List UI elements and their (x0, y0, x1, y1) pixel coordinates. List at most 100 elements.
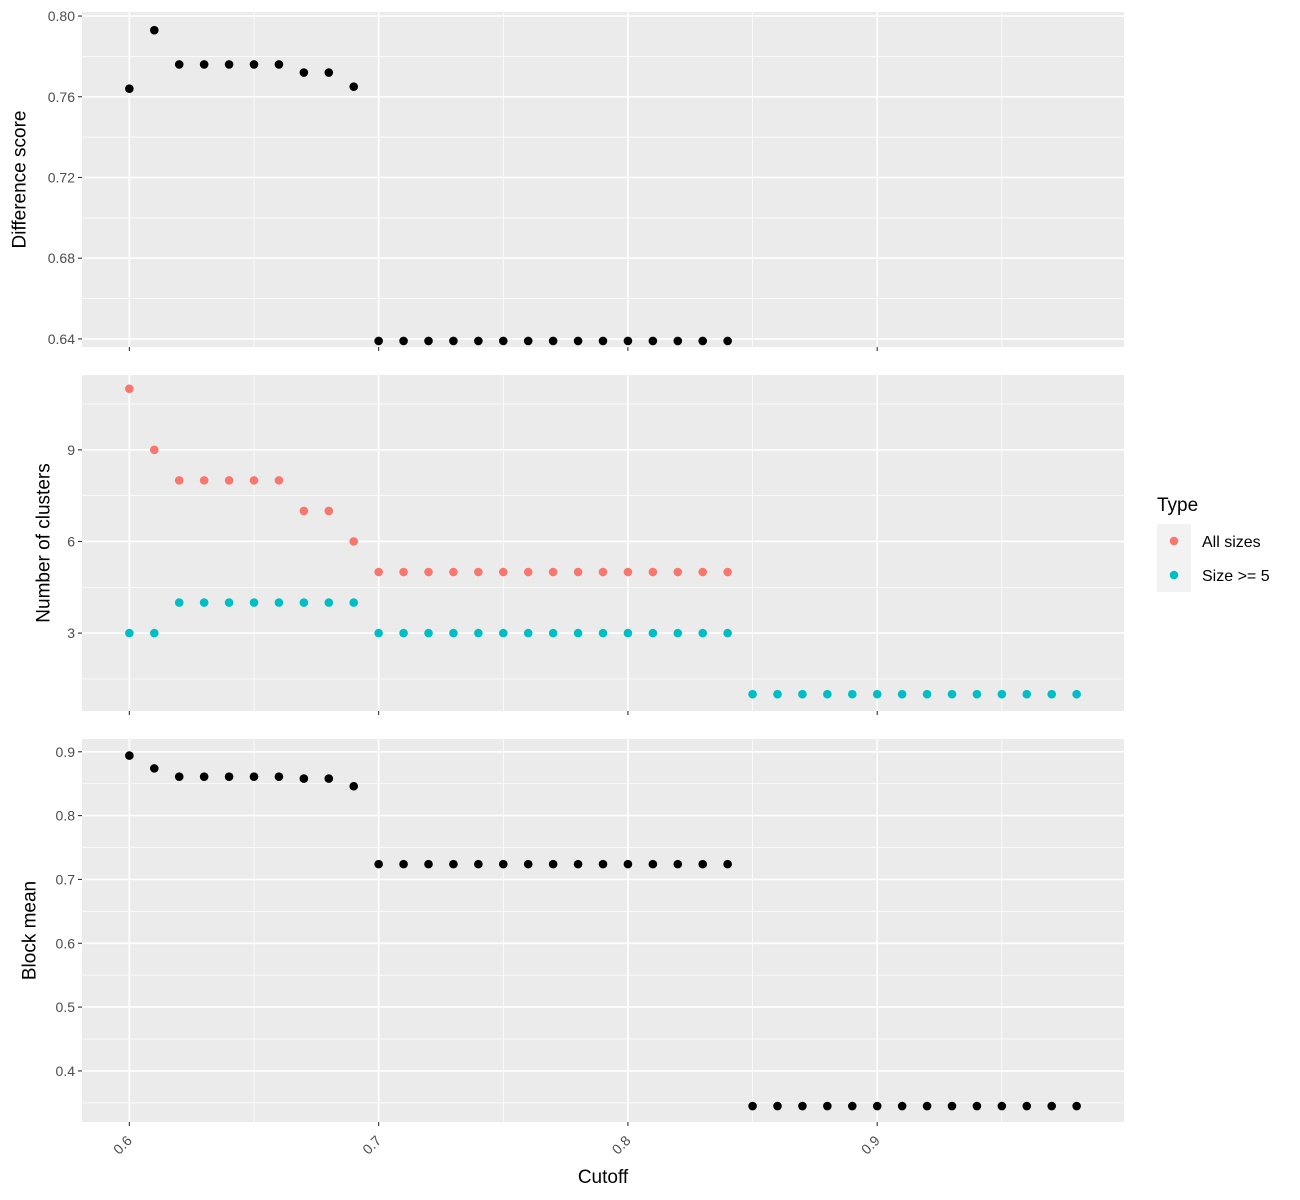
data-point (623, 859, 633, 869)
x-tick-label: 0.8 (609, 1132, 634, 1157)
data-point (773, 1101, 782, 1111)
y-tick-label: 0.68 (48, 250, 75, 266)
data-point (1072, 689, 1081, 699)
data-point (149, 25, 159, 35)
y-tick-label: 9 (67, 442, 75, 458)
legend-key-marker (1169, 570, 1179, 580)
data-point (748, 1101, 757, 1111)
data-point (573, 859, 583, 869)
data-point (374, 336, 383, 346)
data-point (249, 598, 259, 607)
data-point (798, 1101, 807, 1111)
panel-background-2 (82, 375, 1124, 711)
data-point (424, 336, 433, 346)
data-point (723, 859, 732, 869)
data-point (823, 689, 832, 699)
x-tick-label: 0.9 (858, 1132, 883, 1157)
data-point (623, 336, 633, 346)
data-point (374, 859, 383, 869)
data-point (872, 689, 882, 699)
data-point (947, 1101, 957, 1111)
data-point (449, 567, 458, 577)
data-point (673, 336, 683, 346)
data-point (424, 567, 433, 577)
y-tick-label: 0.5 (56, 999, 76, 1015)
data-point (748, 689, 757, 699)
data-point (449, 336, 458, 346)
y-tick-label: 0.64 (48, 331, 75, 347)
data-point (548, 567, 558, 577)
data-point (149, 628, 159, 638)
legend-label: All sizes (1202, 534, 1261, 551)
data-point (573, 567, 583, 577)
data-point (623, 567, 633, 577)
data-point (573, 628, 583, 638)
data-point (399, 859, 408, 869)
data-point (324, 68, 334, 77)
data-point (498, 859, 508, 869)
data-point (299, 598, 309, 607)
data-point (449, 859, 458, 869)
data-point (1022, 1101, 1032, 1111)
legend-label: Size >= 5 (1202, 568, 1270, 585)
data-point (872, 1101, 882, 1111)
data-point (224, 772, 234, 781)
data-point (598, 336, 608, 346)
y-tick-label: 0.9 (56, 744, 76, 760)
y-tick-label: 0.76 (48, 89, 75, 105)
data-point (698, 628, 708, 638)
data-point (224, 476, 234, 485)
y-tick-label: 0.72 (48, 169, 75, 185)
data-point (474, 859, 483, 869)
data-point (922, 1101, 932, 1111)
data-point (673, 567, 683, 577)
data-point (249, 60, 259, 69)
data-point (847, 1101, 857, 1111)
data-point (199, 772, 209, 781)
y-tick-label: 3 (67, 625, 75, 641)
data-point (723, 628, 732, 638)
data-point (199, 598, 209, 607)
data-point (523, 859, 533, 869)
data-point (249, 476, 259, 485)
data-point (648, 859, 658, 869)
data-point (274, 476, 284, 485)
data-point (648, 567, 658, 577)
data-point (598, 567, 608, 577)
data-point (449, 628, 458, 638)
data-point (498, 567, 508, 577)
data-point (349, 82, 359, 91)
data-point (125, 384, 134, 394)
y-axis-title: Block mean (20, 881, 41, 980)
data-point (573, 336, 583, 346)
y-tick-label: 0.4 (56, 1063, 76, 1079)
panel-background-1 (82, 12, 1124, 347)
x-tick-label: 0.7 (359, 1132, 384, 1157)
data-point (274, 772, 284, 781)
data-point (922, 689, 932, 699)
data-point (474, 628, 483, 638)
data-point (324, 774, 334, 783)
data-point (299, 506, 309, 516)
x-tick-label: 0.6 (110, 1132, 135, 1157)
data-point (823, 1101, 832, 1111)
y-tick-label: 0.6 (56, 935, 76, 951)
data-point (498, 628, 508, 638)
data-point (723, 336, 732, 346)
data-point (548, 859, 558, 869)
data-point (972, 689, 982, 699)
data-point (523, 628, 533, 638)
data-point (224, 60, 234, 69)
data-point (424, 628, 433, 638)
legend-title: Type (1157, 495, 1198, 516)
data-point (698, 336, 708, 346)
data-point (648, 628, 658, 638)
y-tick-label: 0.7 (56, 871, 76, 887)
data-point (623, 628, 633, 638)
data-point (249, 772, 259, 781)
data-point (399, 567, 408, 577)
data-point (897, 1101, 907, 1111)
data-point (1022, 689, 1032, 699)
data-point (997, 689, 1007, 699)
